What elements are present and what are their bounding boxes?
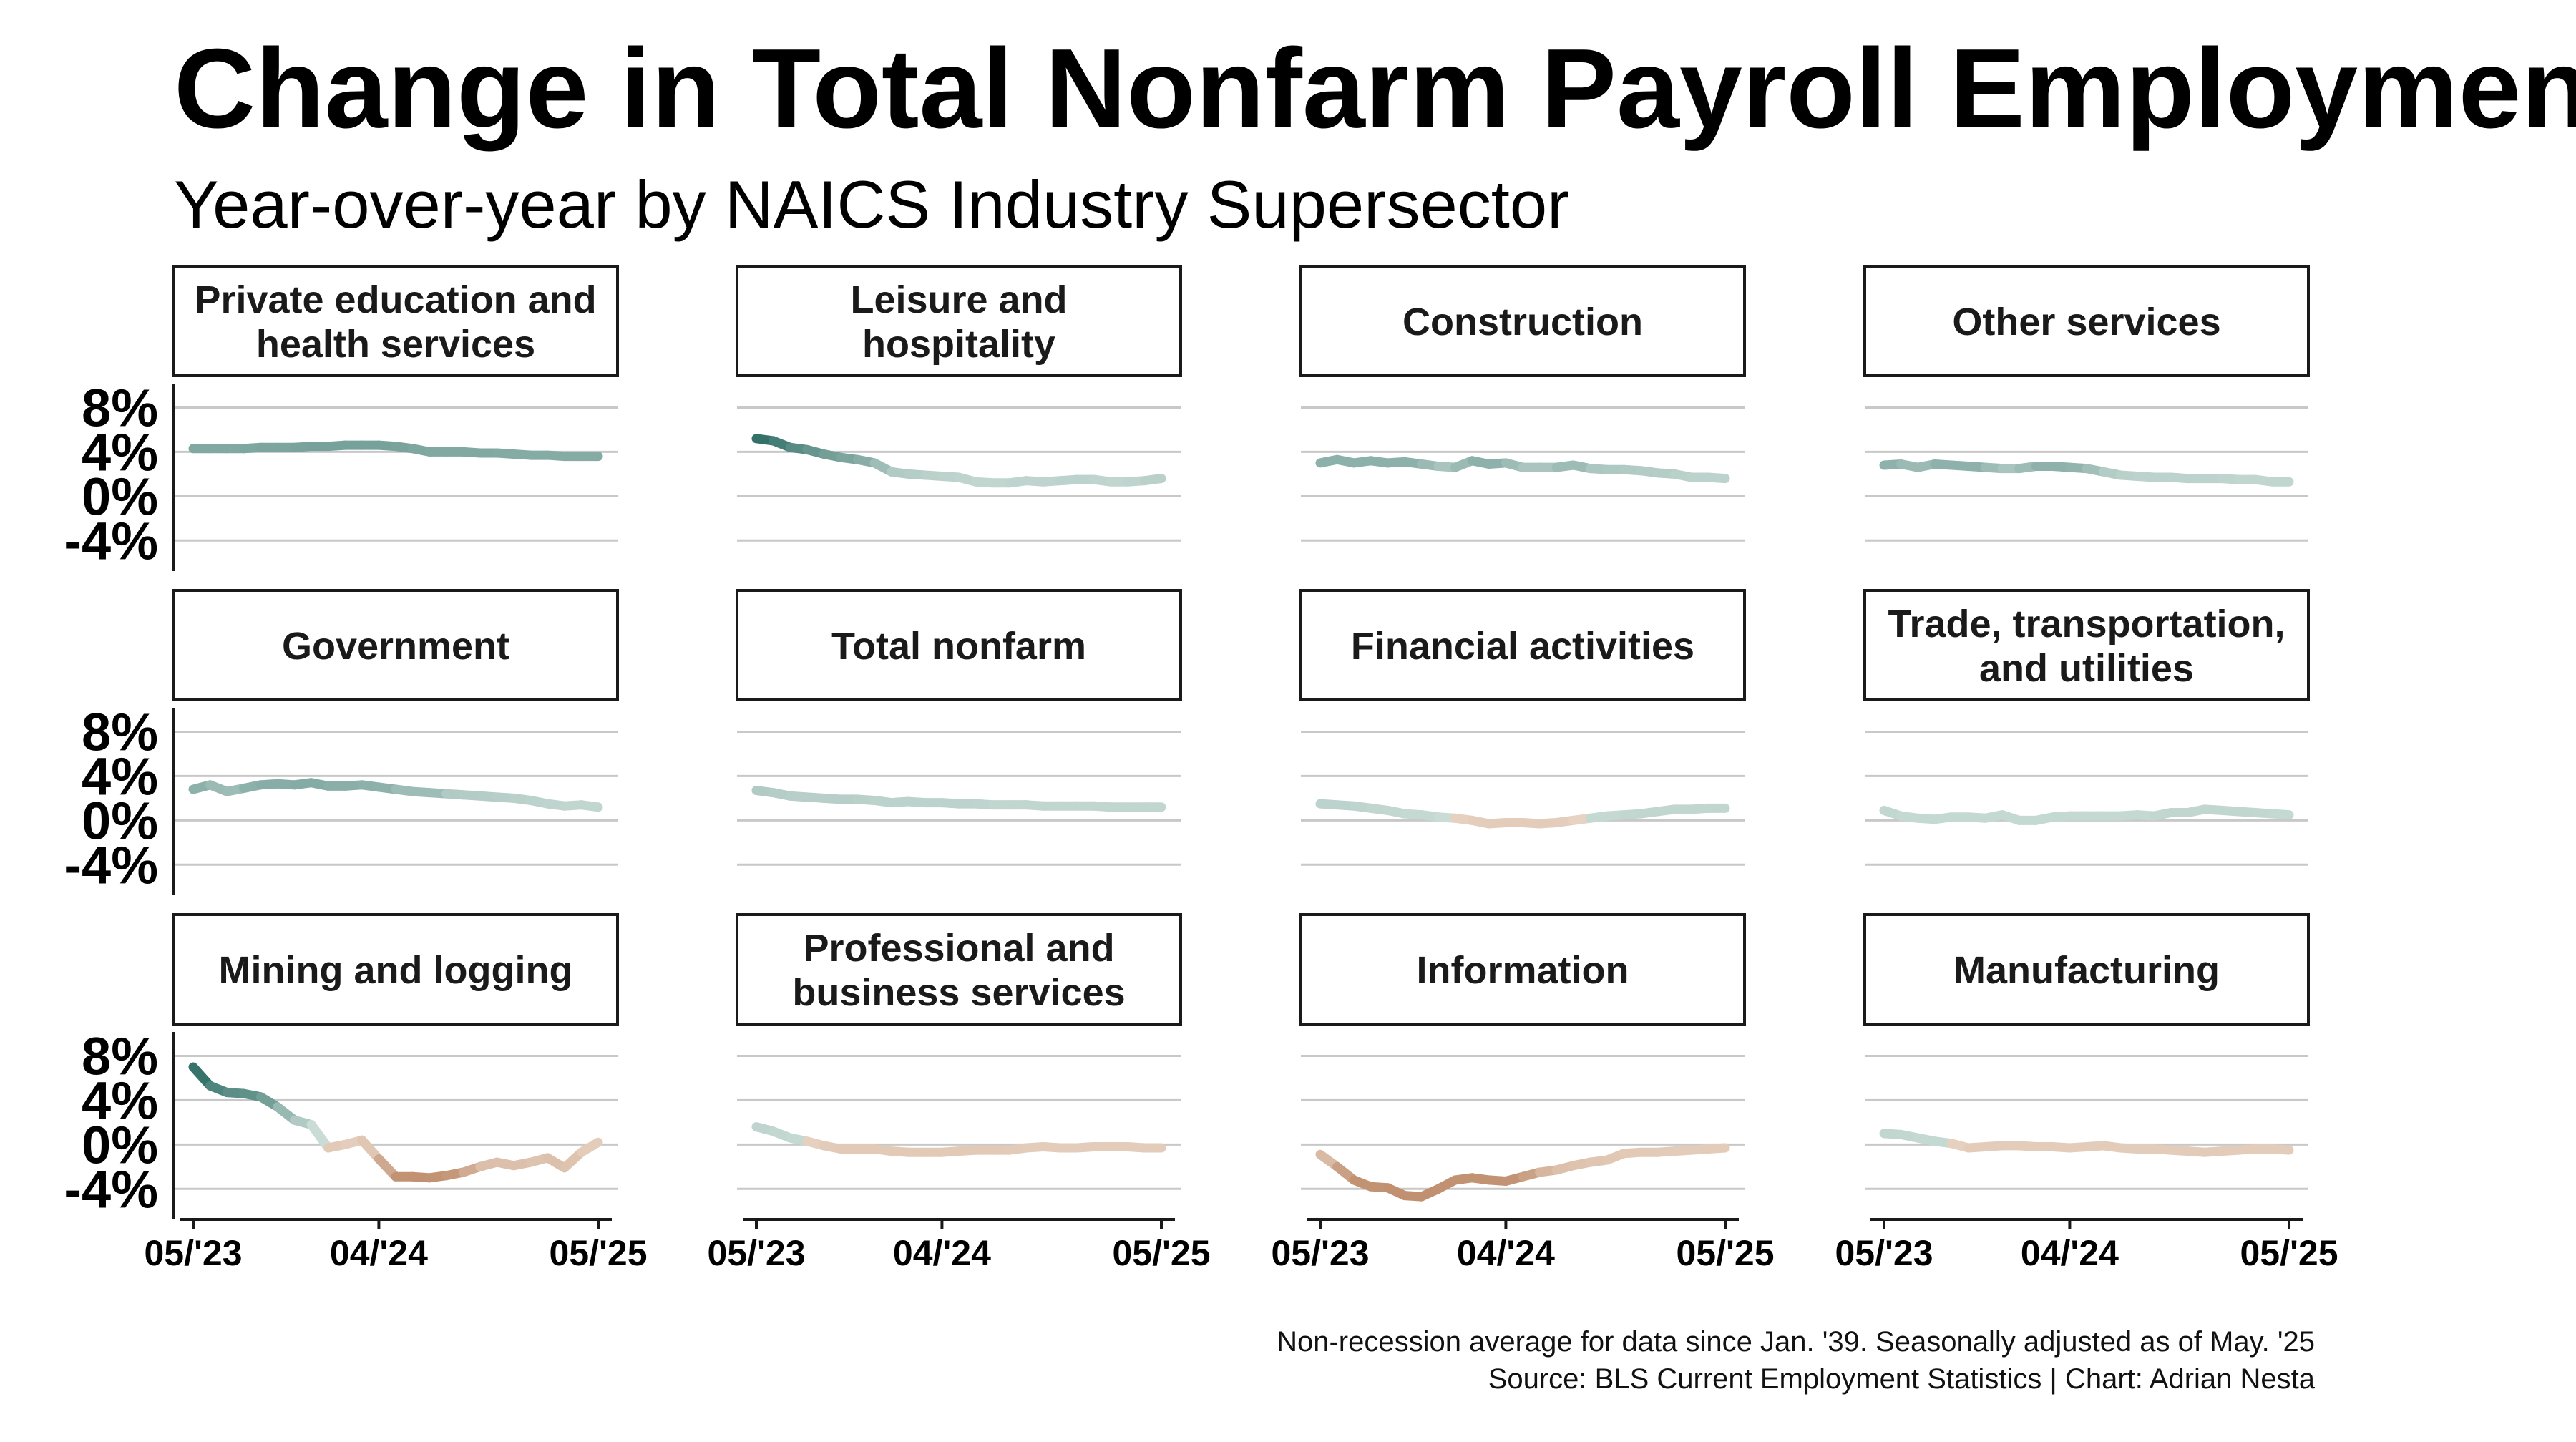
y-tick-label: 0% — [82, 1115, 158, 1174]
x-tick-label: 05/'23 — [1835, 1233, 1933, 1273]
y-tick-label: 8% — [82, 1026, 158, 1086]
series-line — [1879, 1129, 2294, 1157]
panel-manufacturing: Manufacturing 05/'23 04/'24 05/'25 — [1835, 913, 2338, 1273]
panel-information: Information 05/'23 04/'24 05/'25 — [1271, 913, 1775, 1273]
panel-label: Information — [1417, 949, 1629, 992]
series-line — [1879, 459, 2294, 487]
series-line — [188, 778, 603, 812]
series-line — [1879, 804, 2294, 825]
chart-subtitle: Year-over-year by NAICS Industry Superse… — [174, 167, 1569, 242]
x-tick-label: 05/'23 — [144, 1233, 242, 1273]
panel-construction: Construction — [1299, 265, 1746, 542]
series-line — [751, 1122, 1166, 1157]
y-tick-label: 0% — [82, 791, 158, 850]
panel-label: Construction — [1402, 301, 1643, 344]
line-segment — [306, 1119, 333, 1153]
x-tick-label: 05/'25 — [1112, 1233, 1210, 1273]
panel-strip — [1299, 589, 1746, 701]
x-tick-label: 04/'24 — [2021, 1233, 2119, 1273]
panel-label: business services — [792, 971, 1125, 1014]
y-tick-label: 8% — [82, 378, 158, 437]
panel-strip — [1863, 589, 2310, 701]
panel-financial-activities: Financial activities — [1299, 589, 1746, 866]
panel-strip — [736, 589, 1182, 701]
panel-strip — [736, 913, 1182, 1026]
panel-trade-transportation-and-utilities: Trade, transportation,and utilities — [1863, 589, 2310, 866]
panel-label: Mining and logging — [219, 949, 573, 992]
panel-strip — [172, 589, 619, 701]
y-tick-label: -4% — [64, 1159, 158, 1219]
panel-label: Government — [282, 625, 509, 668]
panel-strip — [1299, 265, 1746, 377]
y-tick-label: 8% — [82, 702, 158, 761]
line-segment — [576, 1137, 603, 1157]
line-segment — [1703, 1143, 1730, 1154]
panel-label: Manufacturing — [1953, 949, 2220, 992]
panel-mining-and-logging: Mining and logging 8%4%0%-4% 05/'23 04/'24 0… — [64, 913, 648, 1273]
series-line — [188, 1062, 603, 1183]
panel-strip — [172, 265, 619, 377]
line-segment — [576, 800, 603, 812]
panel-label: Leisure and — [850, 278, 1067, 321]
x-tick-label: 05/'25 — [549, 1233, 647, 1273]
chart-title: Change in Total Nonfarm Payroll Employme… — [174, 26, 2576, 152]
panel-government: Government 8%4%0%-4% — [64, 589, 619, 895]
y-tick-label: 4% — [82, 746, 158, 806]
line-segment — [2267, 809, 2294, 820]
y-tick-label: 0% — [82, 467, 158, 526]
x-tick-label: 05/'25 — [1676, 1233, 1774, 1273]
panel-label: hospitality — [862, 323, 1055, 366]
series-line — [1315, 799, 1730, 829]
x-tick-label: 04/'24 — [1457, 1233, 1555, 1273]
x-tick-label: 04/'24 — [893, 1233, 991, 1273]
line-segment — [2267, 1144, 2294, 1155]
y-tick-label: 4% — [82, 422, 158, 482]
panel-strip — [736, 265, 1182, 377]
panel-strip — [172, 913, 619, 1026]
caption-note: Non-recession average for data since Jan… — [1277, 1326, 2315, 1358]
y-tick-label: -4% — [64, 835, 158, 895]
panel-label: Other services — [1952, 301, 2220, 344]
x-tick-label: 05/'25 — [2240, 1233, 2338, 1273]
panel-strip — [1863, 913, 2310, 1026]
panel-label: Professional and — [803, 927, 1114, 970]
panel-label: and utilities — [1979, 647, 2194, 690]
panel-label: Trade, transportation, — [1888, 603, 2285, 646]
panel-strip — [1863, 265, 2310, 377]
x-tick-label: 05/'23 — [1271, 1233, 1369, 1273]
x-tick-label: 05/'23 — [707, 1233, 805, 1273]
panel-other-services: Other services — [1863, 265, 2310, 542]
series-line — [751, 434, 1166, 488]
series-line — [1315, 1143, 1730, 1202]
series-line — [188, 440, 603, 462]
panel-label: Financial activities — [1351, 625, 1694, 668]
line-segment — [1703, 472, 1730, 484]
y-tick-label: 4% — [82, 1071, 158, 1130]
panel-strip — [1299, 913, 1746, 1026]
series-line — [1315, 454, 1730, 484]
panel-total-nonfarm: Total nonfarm — [736, 589, 1182, 866]
panel-label: Private education and — [195, 278, 596, 321]
panel-label: health services — [256, 323, 535, 366]
y-tick-label: -4% — [64, 511, 158, 570]
series-line — [751, 786, 1166, 812]
panel-label: Total nonfarm — [831, 625, 1086, 668]
line-segment — [1139, 474, 1166, 486]
caption-source: Source: BLS Current Employment Statistic… — [1488, 1363, 2316, 1395]
x-tick-label: 04/'24 — [330, 1233, 428, 1273]
